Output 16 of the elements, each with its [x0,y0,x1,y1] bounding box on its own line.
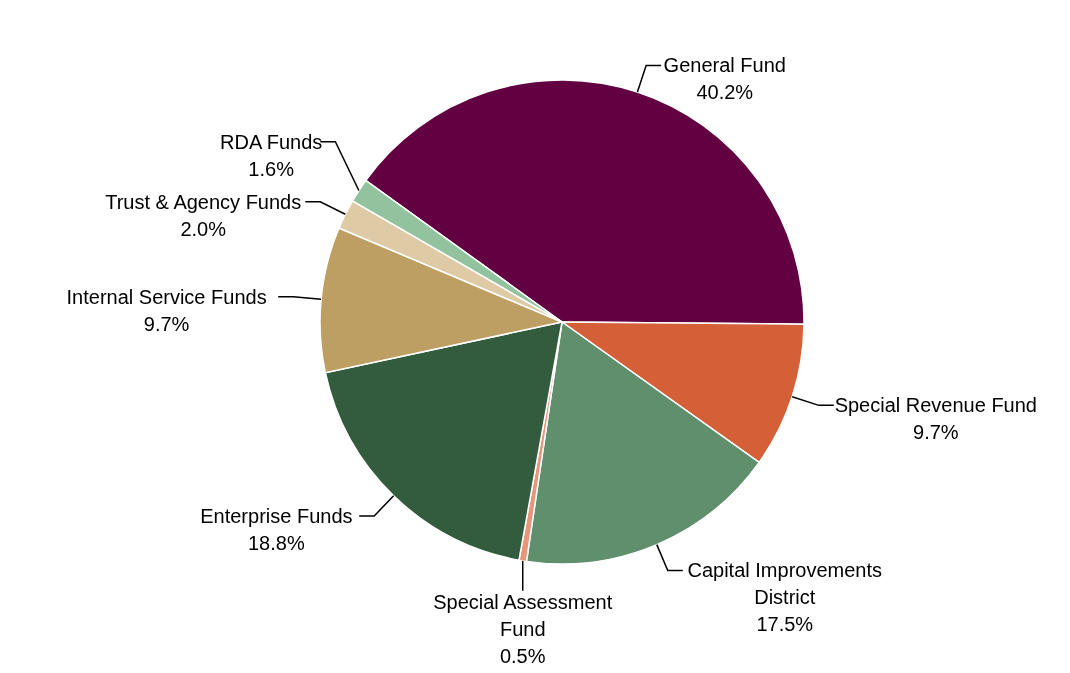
slice-label: Special Revenue Fund [834,394,1037,417]
slice-label: Capital Improvements District [687,559,883,609]
data-label: 0.5% [499,644,546,667]
data-label: 9.7% [913,421,959,444]
slice-label: Internal Service Funds [66,285,267,308]
slice-label: Trust & Agency Funds [105,190,302,213]
data-label: 18.8% [248,531,305,554]
slice-label: Special Assessment Fund [433,590,613,640]
slice-label: RDA Funds [220,130,323,153]
slice-label: Enterprise Funds [200,504,353,527]
data-label: 1.6% [248,157,295,180]
slice-label: General Fund [663,54,786,77]
data-label: 17.5% [756,613,814,636]
data-label: 9.7% [143,312,190,335]
data-label: 40.2% [696,81,754,104]
data-label: 2.0% [180,217,227,240]
